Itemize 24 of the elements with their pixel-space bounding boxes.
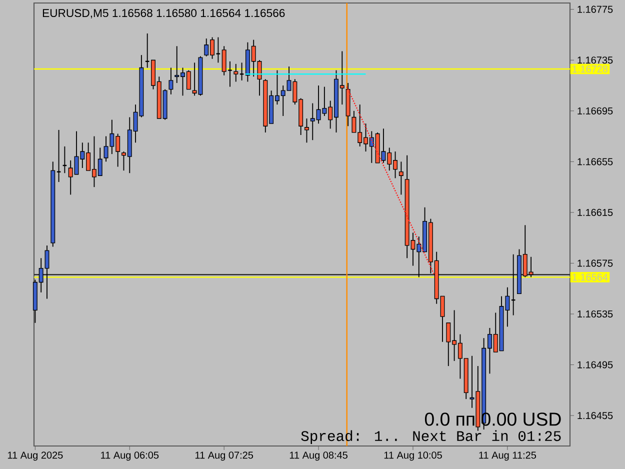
x-tick-label: 11 Aug 10:05 (384, 452, 442, 461)
x-tick-label: 11 Aug 07:25 (195, 452, 254, 461)
candlestick (398, 161, 404, 196)
y-tick-label: 1.16615 (578, 208, 613, 216)
y-tick-label: 1.16735 (578, 56, 613, 64)
y-tick-label: 1.16775 (578, 6, 613, 13)
candlestick (56, 129, 62, 182)
y-tick-label: 1.16455 (578, 412, 613, 420)
candlestick (216, 36, 221, 64)
candlestick (304, 118, 309, 144)
x-tick-label: 11 Aug 2025 (8, 452, 63, 461)
y-tick-label: 1.16695 (578, 107, 613, 114)
candlestick (168, 67, 174, 95)
y-tick-label: 1.16655 (578, 158, 613, 166)
y-tick-label: 1.16575 (578, 260, 613, 267)
candlestick (234, 63, 238, 82)
ref-line-label: 1.16564 (572, 274, 608, 281)
chart-title: EURUSD,M5 1.16568 1.16580 1.16564 1.16566 (42, 9, 285, 18)
ref-line-label: 1.16728 (572, 65, 608, 73)
x-tick-label: 11 Aug 08:45 (290, 452, 348, 461)
y-tick-label: 1.16495 (578, 361, 613, 368)
x-tick-label: 11 Aug 06:05 (101, 452, 159, 461)
x-tick-label: 11 Aug 11:25 (479, 452, 536, 461)
y-tick-label: 1.16535 (578, 310, 613, 318)
